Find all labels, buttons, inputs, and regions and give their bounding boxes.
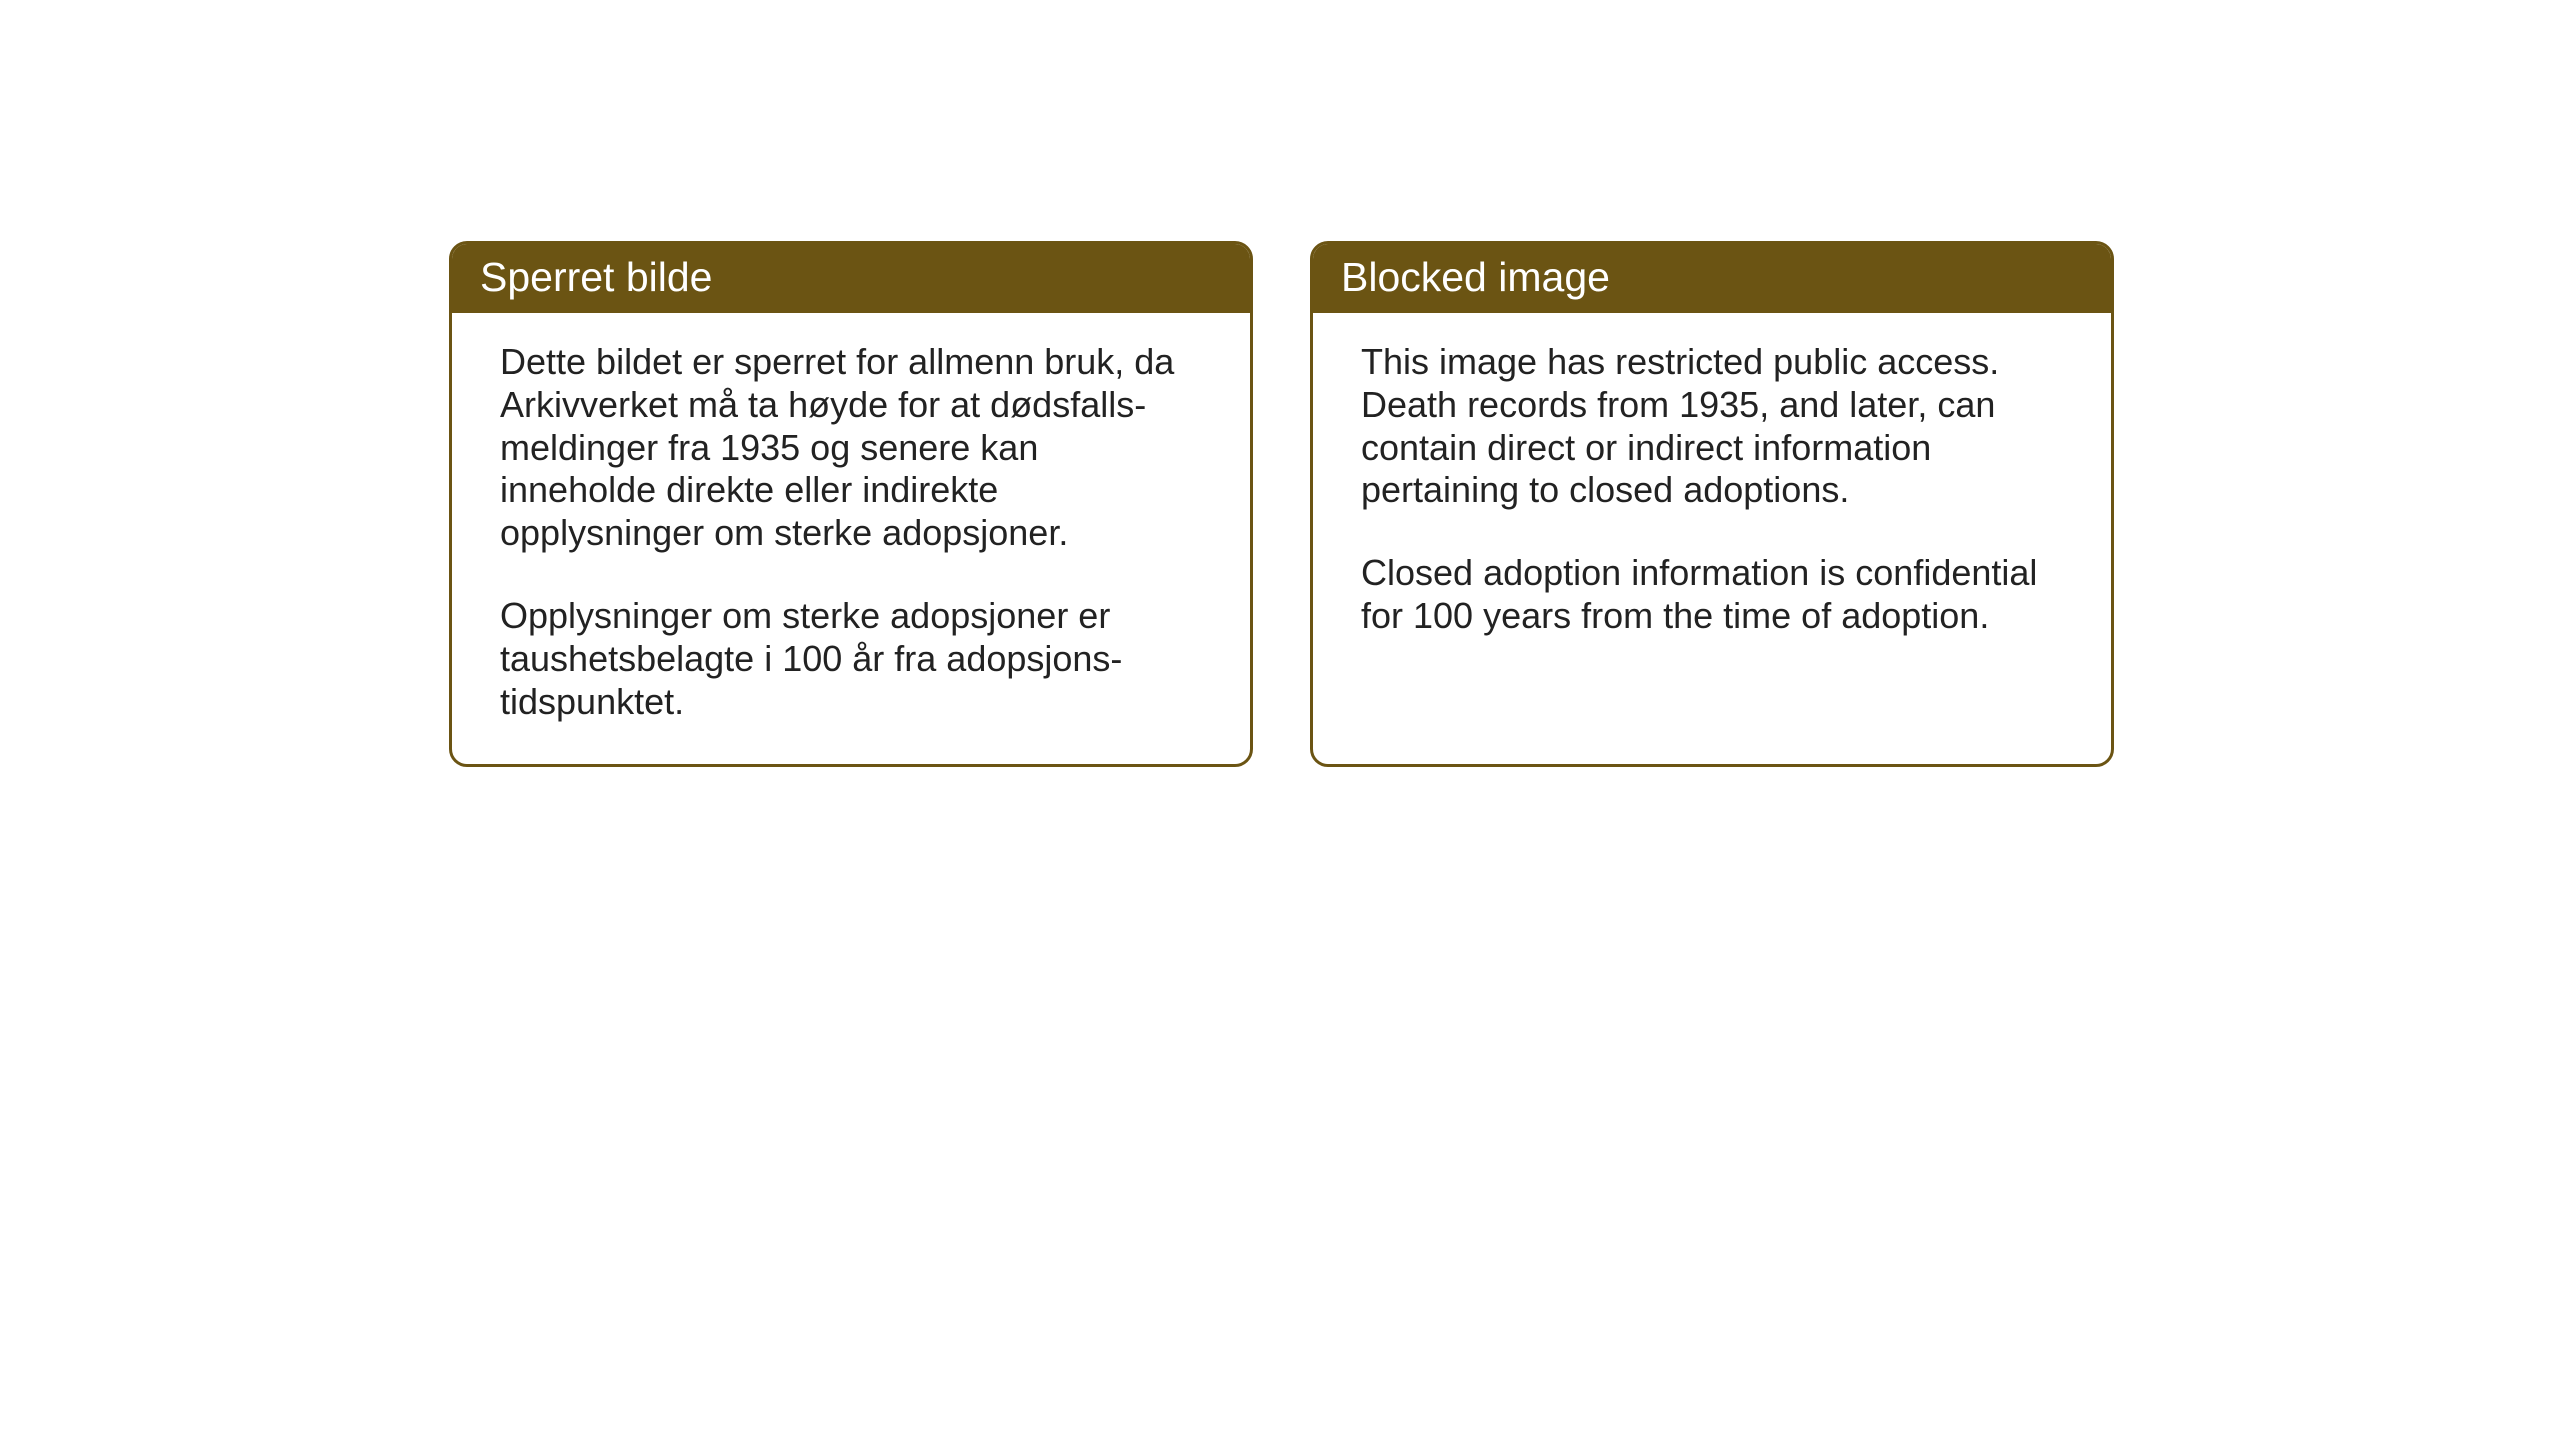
card-title-norwegian: Sperret bilde	[480, 254, 712, 300]
paragraph-english-1: This image has restricted public access.…	[1361, 341, 2063, 512]
card-header-norwegian: Sperret bilde	[452, 244, 1250, 313]
notice-container: Sperret bilde Dette bildet er sperret fo…	[449, 241, 2114, 767]
notice-card-norwegian: Sperret bilde Dette bildet er sperret fo…	[449, 241, 1253, 767]
card-header-english: Blocked image	[1313, 244, 2111, 313]
card-body-english: This image has restricted public access.…	[1313, 313, 2111, 743]
notice-card-english: Blocked image This image has restricted …	[1310, 241, 2114, 767]
paragraph-english-2: Closed adoption information is confident…	[1361, 552, 2063, 638]
paragraph-norwegian-1: Dette bildet er sperret for allmenn bruk…	[500, 341, 1202, 555]
card-title-english: Blocked image	[1341, 254, 1610, 300]
paragraph-norwegian-2: Opplysninger om sterke adopsjoner er tau…	[500, 595, 1202, 723]
card-body-norwegian: Dette bildet er sperret for allmenn bruk…	[452, 313, 1250, 764]
